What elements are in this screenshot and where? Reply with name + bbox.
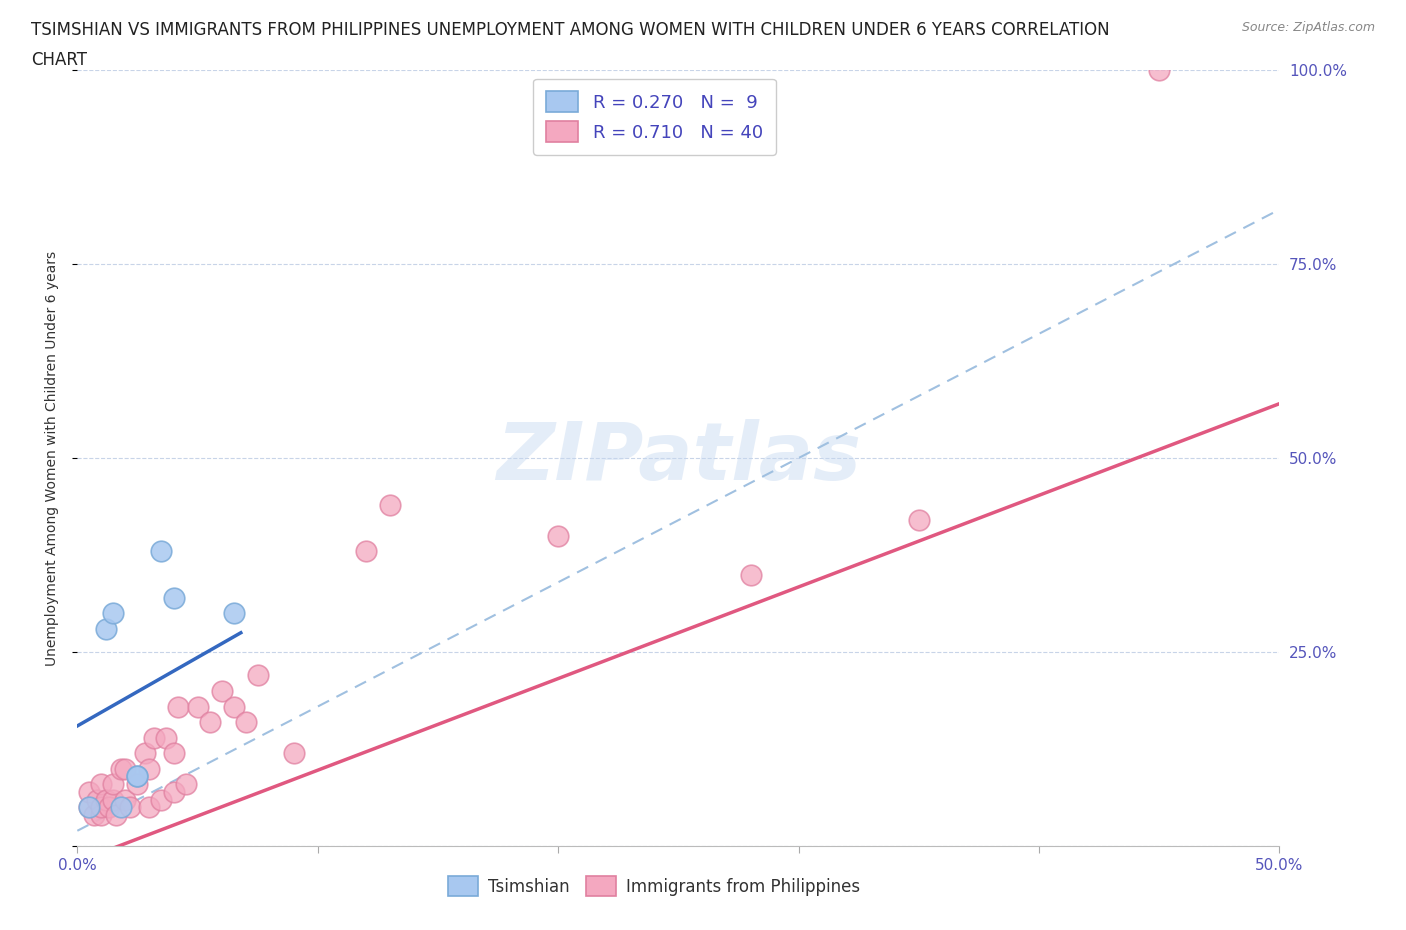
Point bbox=[127, 769, 149, 784]
Point bbox=[143, 730, 166, 745]
Point bbox=[155, 730, 177, 745]
Point bbox=[211, 684, 233, 698]
Point bbox=[138, 800, 160, 815]
Point bbox=[174, 777, 197, 791]
Point bbox=[740, 567, 762, 582]
Point bbox=[79, 785, 101, 800]
Point bbox=[103, 777, 125, 791]
Point bbox=[127, 777, 149, 791]
Point bbox=[110, 761, 132, 776]
Point bbox=[90, 800, 112, 815]
Point bbox=[83, 808, 105, 823]
Point bbox=[162, 746, 184, 761]
Point bbox=[97, 800, 120, 815]
Point bbox=[246, 668, 269, 683]
Point bbox=[114, 761, 136, 776]
Point bbox=[96, 792, 118, 807]
Point bbox=[103, 606, 125, 621]
Point bbox=[90, 808, 112, 823]
Point bbox=[1149, 62, 1171, 77]
Point bbox=[134, 746, 156, 761]
Point bbox=[120, 800, 142, 815]
Point bbox=[222, 699, 245, 714]
Text: ZIPatlas: ZIPatlas bbox=[496, 419, 860, 497]
Point bbox=[283, 746, 305, 761]
Point bbox=[86, 792, 108, 807]
Point bbox=[96, 621, 118, 636]
Point bbox=[908, 512, 931, 527]
Point bbox=[90, 777, 112, 791]
Text: Source: ZipAtlas.com: Source: ZipAtlas.com bbox=[1241, 21, 1375, 34]
Point bbox=[138, 761, 160, 776]
Point bbox=[222, 606, 245, 621]
Point bbox=[378, 498, 401, 512]
Point bbox=[162, 785, 184, 800]
Point bbox=[162, 591, 184, 605]
Legend: Tsimshian, Immigrants from Philippines: Tsimshian, Immigrants from Philippines bbox=[440, 868, 869, 904]
Point bbox=[187, 699, 209, 714]
Text: CHART: CHART bbox=[31, 51, 87, 69]
Text: TSIMSHIAN VS IMMIGRANTS FROM PHILIPPINES UNEMPLOYMENT AMONG WOMEN WITH CHILDREN : TSIMSHIAN VS IMMIGRANTS FROM PHILIPPINES… bbox=[31, 21, 1109, 39]
Point bbox=[547, 528, 569, 543]
Point bbox=[104, 808, 127, 823]
Point bbox=[110, 800, 132, 815]
Point bbox=[79, 800, 101, 815]
Point bbox=[235, 714, 257, 729]
Point bbox=[354, 544, 377, 559]
Point bbox=[103, 792, 125, 807]
Point bbox=[127, 769, 149, 784]
Point bbox=[198, 714, 221, 729]
Point bbox=[167, 699, 190, 714]
Point bbox=[150, 544, 173, 559]
Point bbox=[114, 792, 136, 807]
Point bbox=[79, 800, 101, 815]
Y-axis label: Unemployment Among Women with Children Under 6 years: Unemployment Among Women with Children U… bbox=[45, 250, 59, 666]
Point bbox=[150, 792, 173, 807]
